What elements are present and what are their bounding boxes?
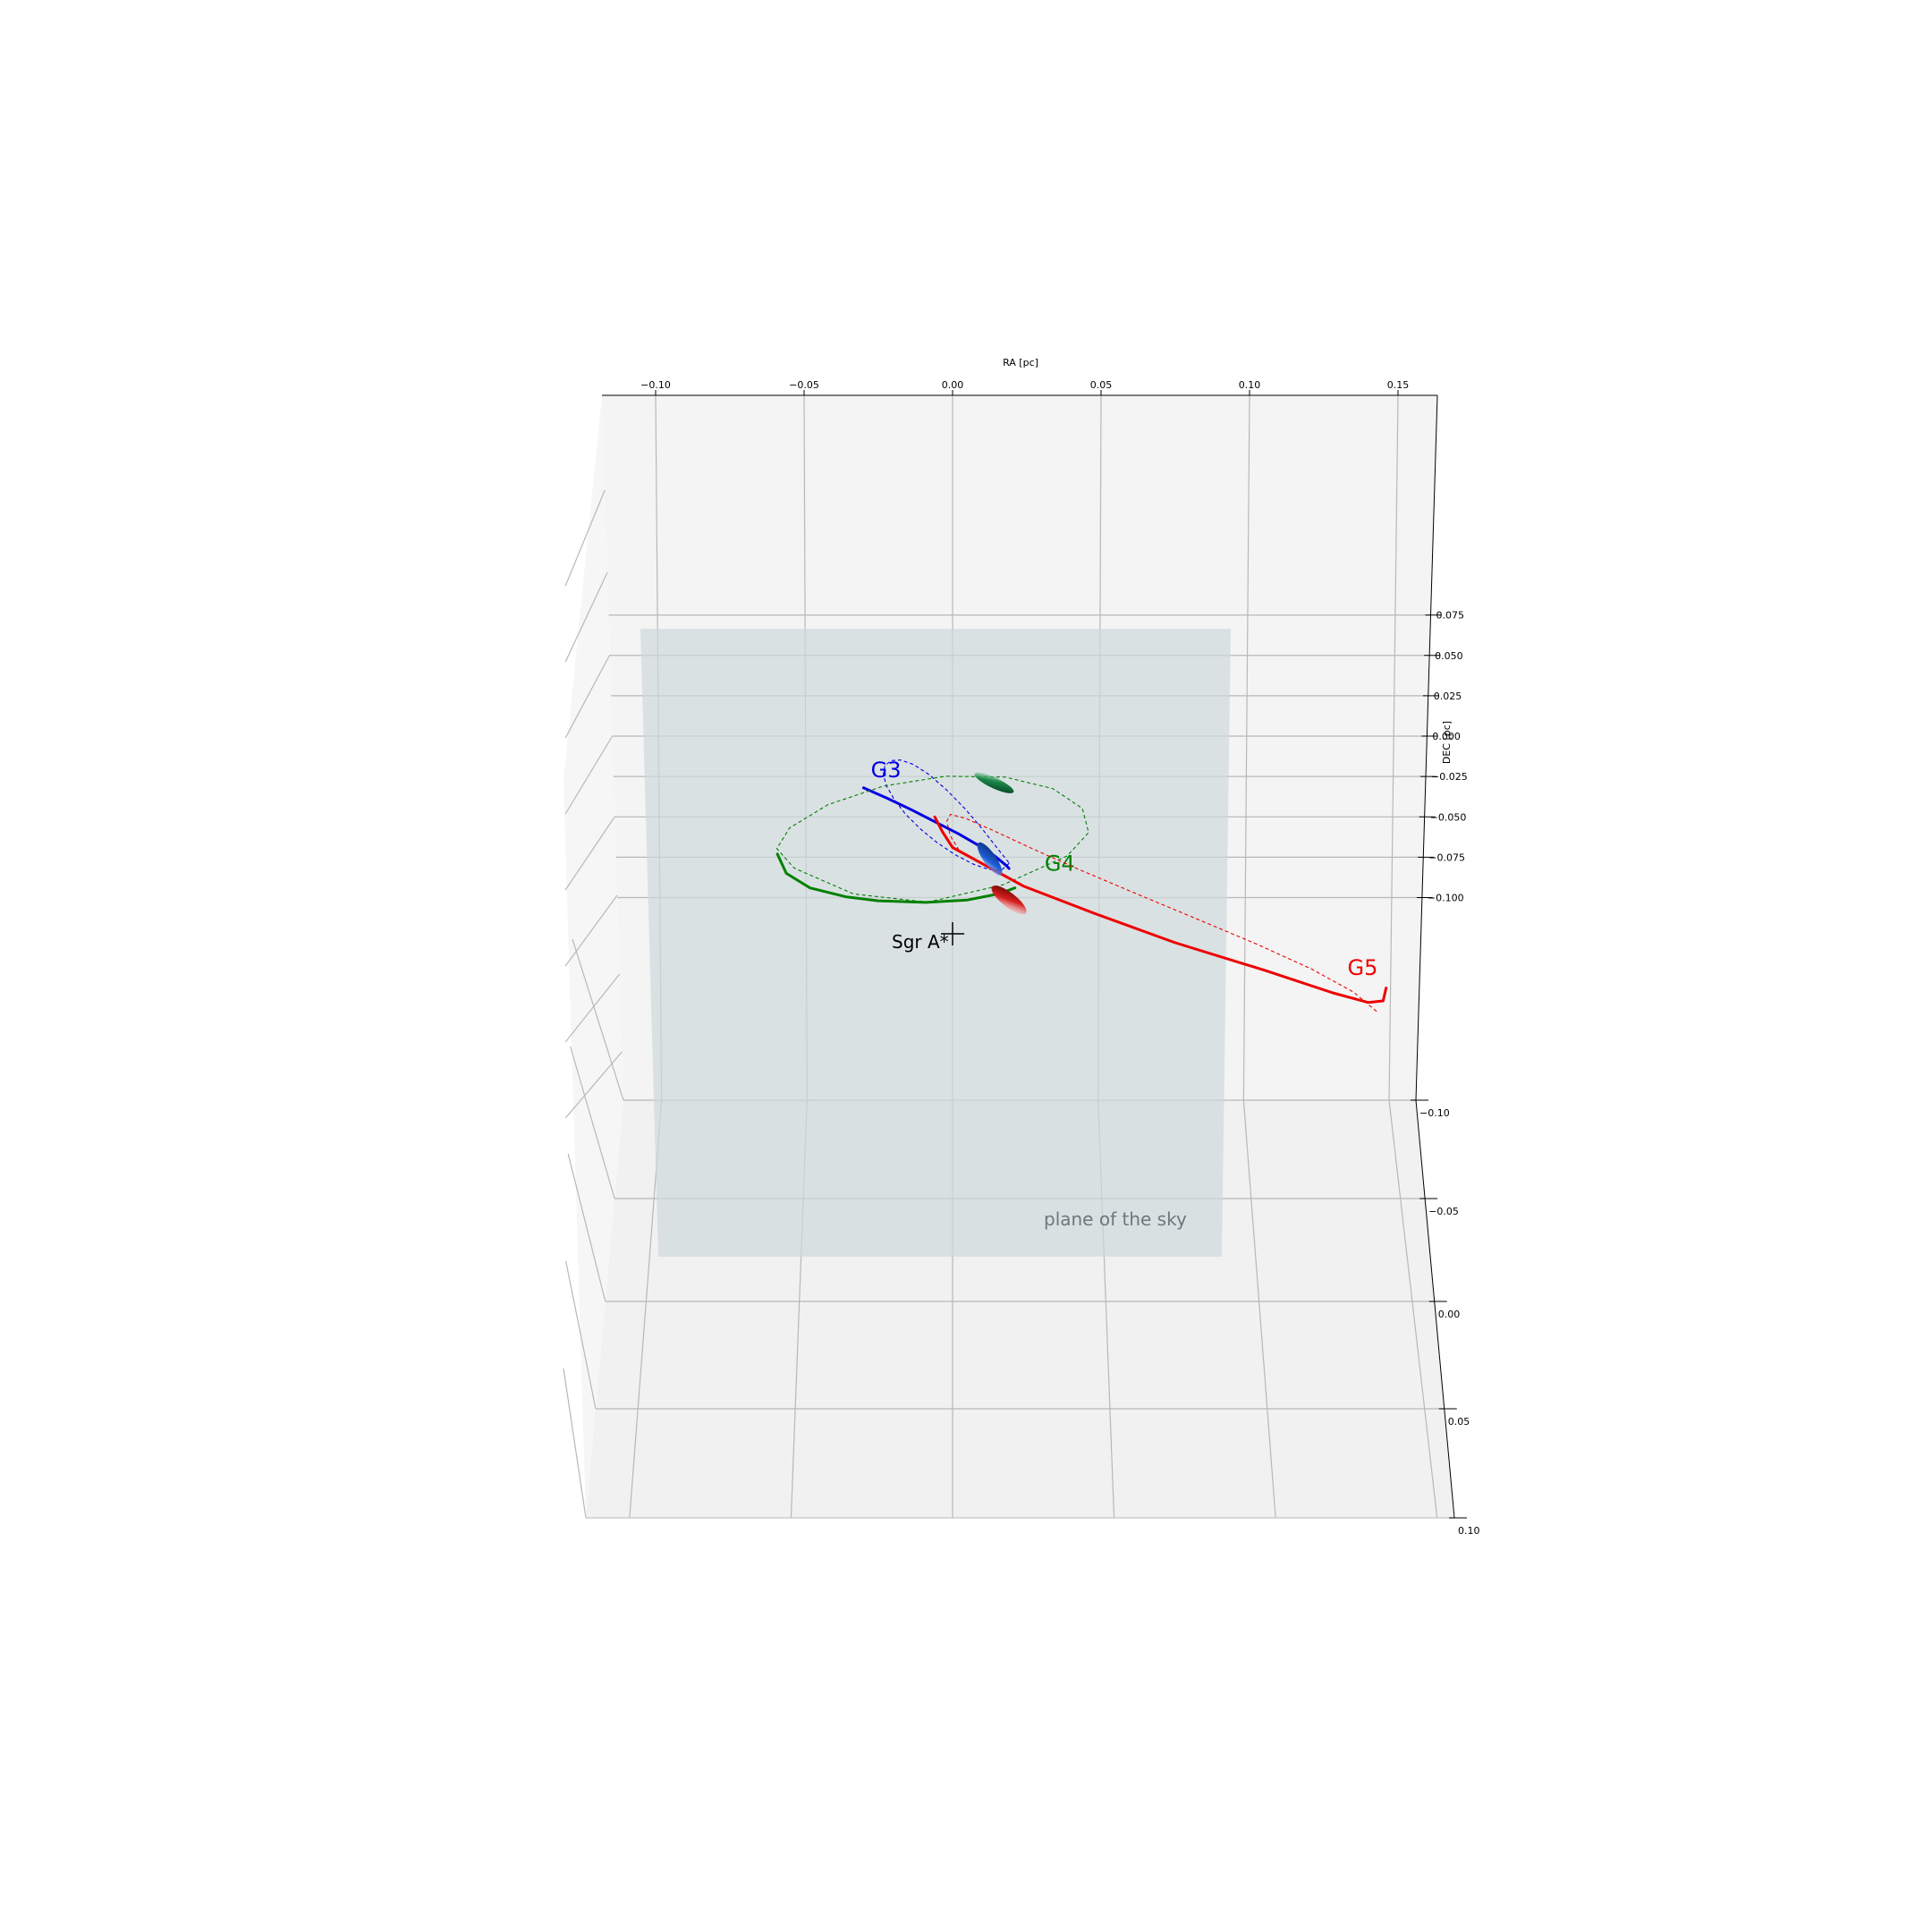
- y-tick-label: −0.025: [1431, 771, 1468, 783]
- series-label-g5: G5: [1348, 955, 1378, 980]
- grid-line: [1388, 1099, 1438, 1519]
- x-tick-labels: −0.10 −0.05 0.00 0.05 0.10 0.15: [640, 379, 1409, 391]
- x-axis-title: RA [pc]: [1003, 357, 1038, 369]
- series-layer: G3 G4 G5: [775, 758, 1388, 1013]
- sky-plane: [640, 629, 1231, 1257]
- z-tick-label: 0.05: [1448, 1416, 1470, 1428]
- z-tick-label: −0.05: [1428, 1206, 1459, 1217]
- grid-line: [563, 1368, 587, 1519]
- grid-line: [565, 1260, 597, 1410]
- x-tick-label: −0.05: [789, 379, 819, 391]
- y-tick-label: 0.075: [1436, 610, 1465, 622]
- z-tick-label: 0.10: [1458, 1525, 1480, 1537]
- grid-line: [564, 894, 618, 967]
- plane-label: plane of the sky: [1044, 1208, 1187, 1230]
- y-tick-label: 0.000: [1432, 731, 1461, 742]
- z-tick-labels: −0.10 −0.05 0.00 0.05 0.10: [1419, 1107, 1480, 1537]
- grid-line: [564, 1051, 623, 1119]
- x-tick-label: −0.10: [640, 379, 671, 391]
- orbit-g5: [945, 813, 1377, 1013]
- grid-line: [564, 654, 611, 739]
- grid-line: [1388, 394, 1399, 1101]
- series-label-g3: G3: [871, 758, 902, 783]
- grid-line: [572, 938, 624, 1101]
- box-edges: [602, 394, 1455, 1519]
- y-tick-label: −0.075: [1428, 852, 1465, 863]
- grid-line: [564, 489, 606, 587]
- series-label-g4: G4: [1045, 852, 1075, 877]
- y-tick-labels: 0.075 0.050 0.025 0.000 −0.025 −0.050 −0.075 −0…: [1428, 610, 1468, 904]
- grid-line: [1242, 1099, 1276, 1519]
- orbit-g3: [883, 759, 1010, 871]
- series-g3: G3: [861, 758, 1011, 871]
- grid-line: [570, 1046, 615, 1199]
- sgr-a-star-marker: [941, 922, 964, 945]
- track-g3: [861, 786, 1011, 870]
- sgr-a-star-label: Sgr A*: [892, 931, 949, 953]
- track-g5: [933, 815, 1388, 1004]
- grid-line: [564, 816, 615, 891]
- g4-cloud: [974, 772, 1014, 793]
- y-tick-label: 0.025: [1434, 691, 1462, 702]
- x-tick-label: 0.15: [1387, 379, 1410, 391]
- x-tick-label: 0.00: [942, 379, 964, 391]
- series-g5: G5: [933, 813, 1388, 1013]
- left-grid: [563, 489, 624, 1519]
- orbit-g4: [775, 775, 1089, 903]
- z-tick-label: 0.00: [1438, 1309, 1461, 1320]
- left-pane: [564, 395, 623, 1518]
- y-tick-label: −0.050: [1430, 811, 1467, 823]
- track-g4: [775, 852, 1017, 904]
- grid-line: [564, 735, 614, 815]
- tick-marks: [655, 390, 1467, 1519]
- x-tick-label: 0.10: [1239, 379, 1261, 391]
- y-axis-title: DEC [pc]: [1441, 721, 1453, 764]
- x-tick-label: 0.05: [1090, 379, 1113, 391]
- grid-line: [564, 973, 621, 1043]
- grid-line: [564, 572, 608, 663]
- grid-line: [1242, 394, 1250, 1101]
- y-tick-label: −0.100: [1428, 893, 1464, 904]
- series-g4: G4: [775, 775, 1089, 904]
- grid-line: [567, 1153, 606, 1302]
- y-tick-label: 0.050: [1435, 650, 1463, 662]
- g3-cloud: [977, 842, 1003, 876]
- g5-cloud: [991, 886, 1027, 915]
- z-tick-label: −0.10: [1419, 1107, 1450, 1119]
